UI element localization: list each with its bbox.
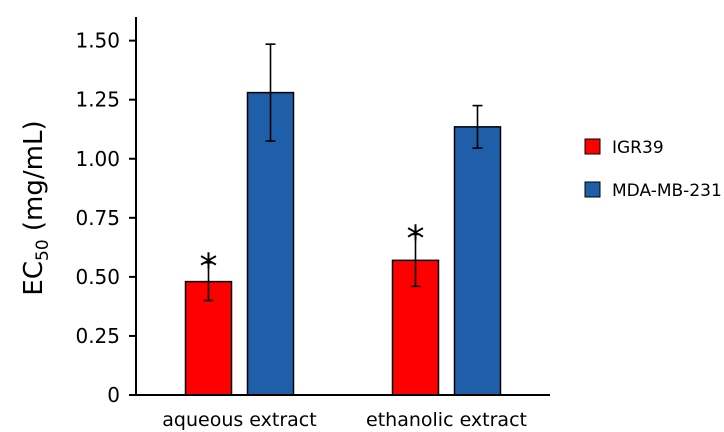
categories-layer: aqueous extract ethanolic extract <box>162 409 527 431</box>
y-axis-label: EC50 (mg/mL) <box>19 120 53 295</box>
y-tick-label: 0.25 <box>75 324 120 348</box>
legend-label-igr39: IGR39 <box>612 138 664 158</box>
y-axis-label-subscript: 50 <box>33 239 53 261</box>
legend-swatch-mda-mb-231 <box>584 181 601 198</box>
y-axis-label-unit: (mg/mL) <box>19 120 49 239</box>
legend-swatch-igr39 <box>584 138 601 155</box>
bar-mda-mb-231-1 <box>453 126 502 396</box>
y-tick-label: 0.75 <box>75 206 120 230</box>
y-tick-label: 0.50 <box>75 265 120 289</box>
y-tick-label: 0 <box>107 383 120 407</box>
significance-marker: * <box>407 218 425 259</box>
category-label: ethanolic extract <box>366 409 527 431</box>
y-tick-label: 1.50 <box>75 29 120 53</box>
legend: IGR39 MDA-MB-231 <box>584 138 722 201</box>
y-tick-label: 1.25 <box>75 88 120 112</box>
y-axis-label-main: EC <box>19 261 49 296</box>
category-label: aqueous extract <box>162 409 316 431</box>
significance-marker: * <box>200 247 218 288</box>
y-tick-label: 1.00 <box>75 147 120 171</box>
axes-layer <box>135 17 550 396</box>
legend-label-mda-mb-231: MDA-MB-231 <box>612 181 722 201</box>
ticks-layer: 0 0.25 0.50 0.75 1.00 1.25 1.50 <box>75 29 136 407</box>
bars-layer: ** <box>184 43 502 396</box>
